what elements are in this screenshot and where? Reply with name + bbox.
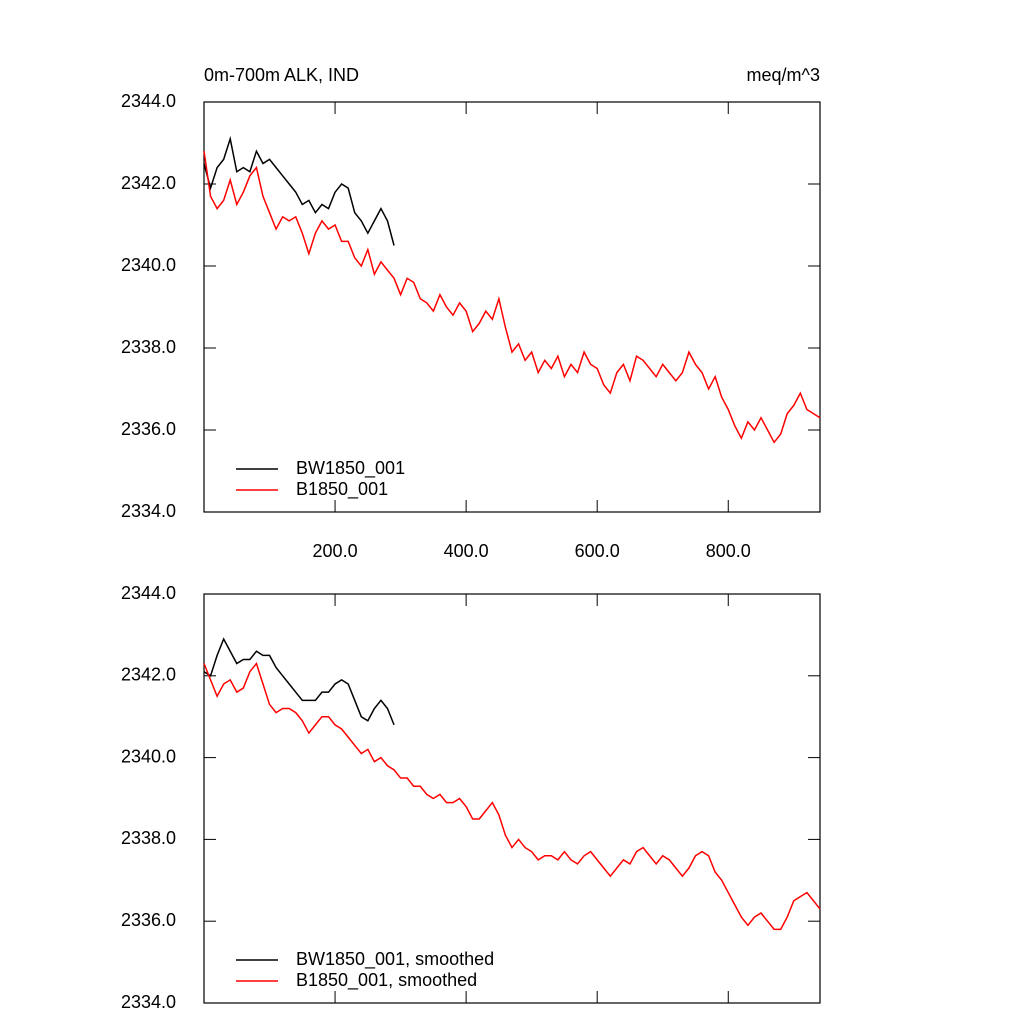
y-tick-label: 2336.0 — [121, 910, 176, 930]
y-tick-label: 2336.0 — [121, 419, 176, 439]
chart-title: 0m-700m ALK, IND — [204, 65, 359, 85]
y-tick-label: 2334.0 — [121, 501, 176, 521]
units-label: meq/m^3 — [747, 65, 820, 85]
y-tick-label: 2342.0 — [121, 173, 176, 193]
x-tick-label: 600.0 — [575, 541, 620, 561]
x-tick-label: 200.0 — [313, 541, 358, 561]
y-tick-label: 2340.0 — [121, 255, 176, 275]
data-line — [203, 637, 395, 726]
y-tick-label: 2334.0 — [121, 992, 176, 1012]
legend-label: BW1850_001, smoothed — [296, 949, 494, 970]
x-tick-label: 800.0 — [706, 541, 751, 561]
y-tick-label: 2338.0 — [121, 828, 176, 848]
legend-label: B1850_001 — [296, 479, 388, 500]
data-line — [203, 151, 821, 444]
y-tick-label: 2338.0 — [121, 337, 176, 357]
legend-label: B1850_001, smoothed — [296, 970, 477, 991]
data-line — [203, 135, 395, 246]
data-line — [203, 661, 821, 931]
y-tick-label: 2344.0 — [121, 583, 176, 603]
x-tick-label: 400.0 — [444, 541, 489, 561]
legend-label: BW1850_001 — [296, 458, 405, 479]
y-tick-label: 2344.0 — [121, 91, 176, 111]
plot-frame — [203, 593, 821, 1004]
plot-frame — [203, 101, 821, 513]
y-tick-label: 2340.0 — [121, 746, 176, 766]
y-tick-label: 2342.0 — [121, 665, 176, 685]
